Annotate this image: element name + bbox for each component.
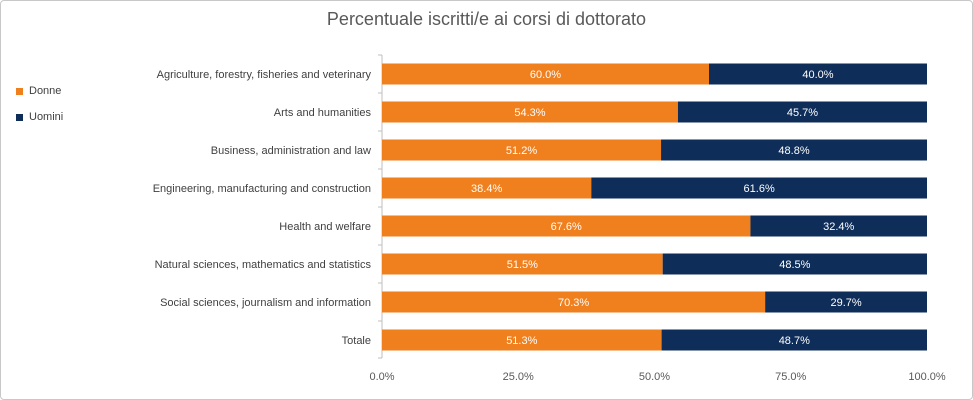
data-label-uomini: 45.7% bbox=[787, 107, 818, 119]
bar-donne bbox=[382, 215, 751, 237]
legend-label-donne: Donne bbox=[29, 85, 62, 97]
chart-title: Percentuale iscritti/e ai corsi di dotto… bbox=[326, 9, 647, 29]
bar-uomini bbox=[661, 329, 927, 351]
bar-donne bbox=[382, 177, 592, 199]
data-label-uomini: 48.8% bbox=[778, 145, 809, 157]
bar-uomini bbox=[750, 215, 927, 237]
data-label-donne: 51.3% bbox=[506, 335, 537, 347]
data-label-uomini: 29.7% bbox=[830, 297, 861, 309]
data-label-donne: 67.6% bbox=[551, 221, 582, 233]
data-label-uomini: 48.5% bbox=[779, 259, 810, 271]
bar-uomini bbox=[765, 291, 927, 313]
data-label-donne: 54.3% bbox=[514, 107, 545, 119]
bar-donne bbox=[382, 329, 662, 351]
bar-donne bbox=[382, 253, 663, 275]
data-label-uomini: 61.6% bbox=[744, 183, 775, 195]
data-label-donne: 51.5% bbox=[507, 259, 538, 271]
bar-donne bbox=[382, 291, 766, 313]
y-tick-label: Agriculture, forestry, fisheries and vet… bbox=[157, 69, 372, 81]
y-tick-label: Business, administration and law bbox=[211, 145, 371, 157]
bar-uomini bbox=[677, 101, 927, 123]
legend-item-uomini: Uomini bbox=[16, 111, 63, 123]
x-tick-label: 0.0% bbox=[369, 371, 394, 383]
data-label-uomini: 48.7% bbox=[779, 335, 810, 347]
x-tick-label: 100.0% bbox=[908, 371, 946, 383]
bar-donne bbox=[382, 139, 662, 161]
data-label-uomini: 32.4% bbox=[823, 221, 854, 233]
bar-uomini bbox=[661, 139, 927, 161]
data-label-donne: 70.3% bbox=[558, 297, 589, 309]
y-tick-label: Natural sciences, mathematics and statis… bbox=[155, 259, 372, 271]
legend-item-donne: Donne bbox=[16, 85, 61, 97]
y-tick-label: Health and welfare bbox=[279, 221, 371, 233]
x-tick-label: 50.0% bbox=[639, 371, 670, 383]
legend-swatch-uomini bbox=[16, 113, 23, 121]
bar-uomini bbox=[591, 177, 927, 199]
data-label-donne: 51.2% bbox=[506, 145, 537, 157]
data-label-donne: 60.0% bbox=[530, 69, 561, 81]
y-tick-label: Arts and humanities bbox=[274, 107, 372, 119]
y-tick-label: Totale bbox=[342, 335, 371, 347]
bar-uomini bbox=[709, 63, 927, 85]
x-tick-label: 75.0% bbox=[775, 371, 806, 383]
x-tick-label: 25.0% bbox=[503, 371, 534, 383]
bar-donne bbox=[382, 101, 678, 123]
legend-label-uomini: Uomini bbox=[29, 111, 64, 123]
data-label-uomini: 40.0% bbox=[802, 69, 833, 81]
data-label-donne: 38.4% bbox=[471, 183, 502, 195]
bar-uomini bbox=[662, 253, 927, 275]
bar-donne bbox=[382, 63, 709, 85]
y-tick-label: Engineering, manufacturing and construct… bbox=[153, 183, 371, 195]
legend-swatch-donne bbox=[16, 87, 23, 95]
y-tick-label: Social sciences, journalism and informat… bbox=[160, 297, 371, 309]
